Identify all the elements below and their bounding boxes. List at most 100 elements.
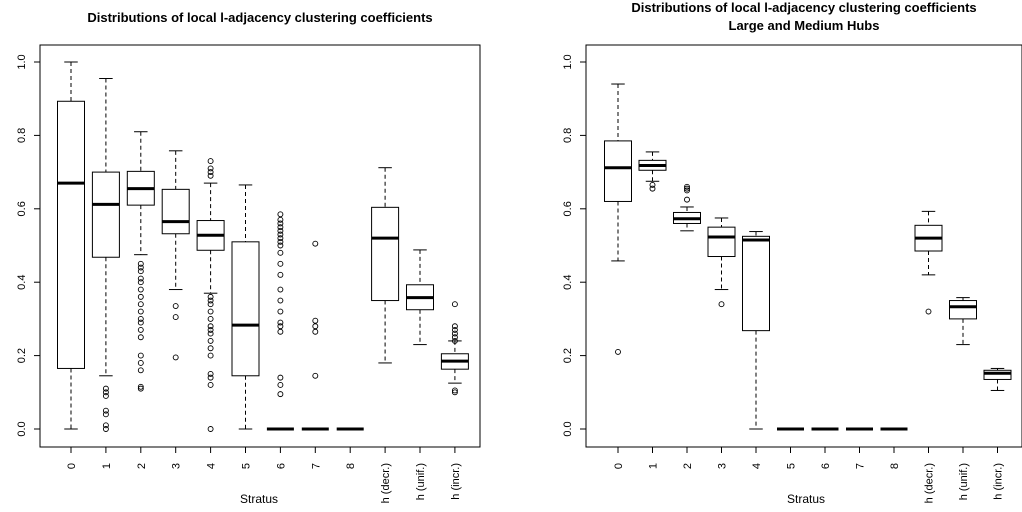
outlier-point: [137, 319, 144, 326]
outlier-point: [172, 354, 179, 361]
chart-subtitle: Large and Medium Hubs: [729, 18, 880, 33]
outlier-point: [207, 165, 214, 172]
outlier-point: [207, 297, 214, 304]
box-4: [196, 158, 225, 432]
y-tick-label: 0.0: [562, 421, 574, 436]
outlier-point: [451, 337, 458, 344]
outlier-point: [102, 385, 109, 392]
box-1: [91, 78, 120, 432]
outlier-point: [684, 196, 690, 203]
box-h-decr: [914, 210, 943, 315]
y-tick-label: 0.4: [562, 275, 574, 290]
outlier-point: [207, 345, 214, 352]
outlier-point: [718, 301, 725, 308]
outlier-point: [102, 407, 109, 414]
box-4: [742, 231, 770, 430]
outlier-point: [277, 231, 284, 238]
y-tick-label: 0.2: [562, 348, 574, 363]
outlier-point: [207, 326, 214, 333]
outlier-point: [277, 211, 284, 218]
x-axis-label: Stratus: [240, 492, 278, 506]
outlier-point: [277, 308, 284, 315]
outlier-point: [137, 308, 144, 315]
outlier-point: [207, 315, 214, 322]
y-tick-label: 0.2: [16, 348, 28, 363]
outlier-point: [277, 216, 284, 223]
x-tick-label: 5: [786, 463, 798, 469]
iqr-box: [949, 300, 977, 320]
x-tick-label: h (decr.): [380, 463, 392, 503]
box-3: [161, 150, 190, 361]
outlier-point: [137, 293, 144, 300]
outlier-point: [277, 271, 284, 278]
outlier-point: [277, 382, 284, 388]
iqr-box: [161, 188, 190, 235]
x-tick-label: 6: [275, 463, 287, 469]
outlier-point: [102, 389, 109, 396]
y-tick-label: 0.6: [16, 201, 28, 216]
outlier-point: [277, 260, 284, 267]
outlier-point: [137, 385, 144, 392]
outlier-point: [137, 367, 144, 374]
outlier-point: [312, 323, 319, 330]
x-tick-label: 5: [241, 463, 253, 469]
y-tick-label: 0.0: [16, 421, 28, 436]
panel-large-medium-hubs: Distributions of local l-adjacency clust…: [562, 0, 1022, 506]
outlier-point: [207, 374, 214, 381]
iqr-box: [983, 369, 1012, 380]
outlier-point: [137, 275, 144, 282]
y-axis: 0.0 0.2 0.4 0.6 0.8 1.0: [562, 54, 586, 437]
x-tick-label: 4: [206, 463, 218, 469]
y-tick-label: 1.0: [562, 54, 574, 69]
box-5: [231, 184, 260, 430]
box-h-incr: [440, 301, 469, 396]
x-tick-label: 1: [101, 463, 113, 469]
outlier-point: [277, 297, 284, 304]
x-tick-label: 8: [889, 463, 901, 469]
box-3: [707, 217, 736, 308]
y-tick-label: 0.8: [562, 128, 574, 143]
outlier-point: [207, 172, 214, 179]
outlier-point: [137, 279, 144, 286]
outlier-point: [137, 301, 144, 308]
outlier-point: [207, 158, 214, 165]
outlier-point: [137, 268, 144, 275]
outlier-point: [137, 286, 144, 293]
x-tick-label: 8: [345, 463, 357, 469]
x-tick-label: h (decr.): [924, 463, 936, 503]
iqr-box: [604, 140, 632, 202]
outlier-point: [207, 293, 214, 300]
iqr-box: [57, 100, 85, 369]
box-h-unif: [949, 297, 977, 346]
outlier-point: [102, 422, 109, 429]
outlier-point: [312, 317, 319, 324]
outlier-point: [451, 323, 458, 330]
box-7: [301, 240, 329, 431]
x-tick-label: 6: [820, 463, 832, 469]
outlier-point: [172, 303, 179, 310]
x-tick-label: h (incr.): [993, 463, 1005, 500]
outlier-point: [277, 235, 284, 242]
outlier-point: [277, 220, 284, 227]
outlier-point: [277, 391, 284, 398]
outlier-point: [451, 330, 458, 337]
box-h-incr: [983, 367, 1012, 391]
box-0: [57, 61, 85, 430]
outlier-point: [207, 301, 214, 308]
box-6: [266, 211, 294, 431]
outlier-point: [277, 227, 284, 234]
x-tick-label: 3: [171, 463, 183, 469]
outlier-point: [312, 372, 319, 379]
outlier-point: [277, 328, 284, 335]
y-tick-label: 0.8: [16, 128, 28, 143]
outlier-point: [207, 169, 214, 176]
y-tick-label: 1.0: [16, 54, 28, 69]
box-h-decr: [371, 167, 400, 364]
box-0: [604, 83, 632, 355]
x-tick-label: 2: [682, 463, 694, 469]
outlier-point: [451, 301, 458, 308]
x-tick-label: 4: [751, 463, 763, 469]
outlier-point: [684, 185, 690, 192]
chart-title: Distributions of local l-adjacency clust…: [631, 0, 976, 15]
outlier-point: [207, 371, 214, 377]
